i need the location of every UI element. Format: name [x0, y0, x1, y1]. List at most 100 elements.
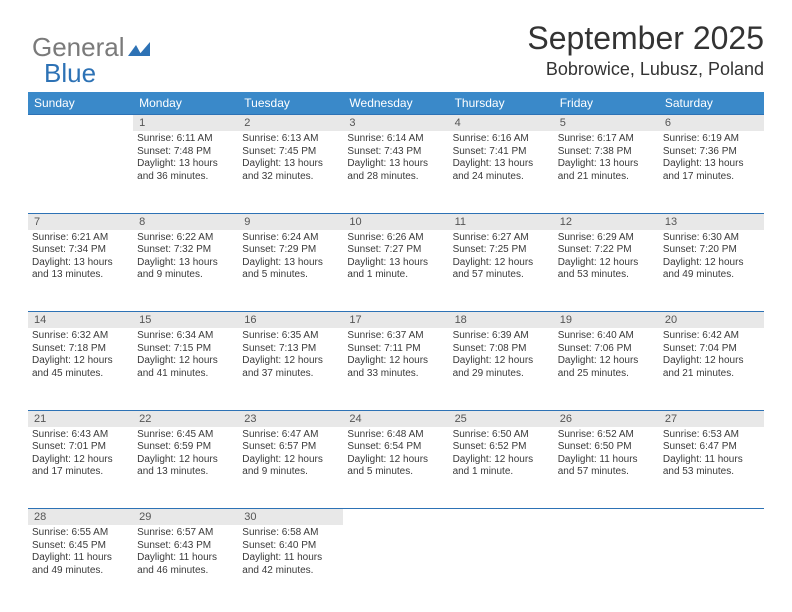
day-detail-cell: Sunrise: 6:43 AMSunset: 7:01 PMDaylight:…: [28, 427, 133, 509]
daylight-text: Daylight: 12 hours and 33 minutes.: [347, 355, 444, 380]
sunset-text: Sunset: 6:59 PM: [137, 441, 234, 454]
day-number-cell: 1: [133, 115, 238, 132]
day-number-cell: 12: [554, 213, 659, 230]
day-number-cell: 9: [238, 213, 343, 230]
day-detail-cell: Sunrise: 6:13 AMSunset: 7:45 PMDaylight:…: [238, 131, 343, 213]
sunset-text: Sunset: 6:43 PM: [137, 540, 234, 553]
daylight-text: Daylight: 13 hours and 28 minutes.: [347, 158, 444, 183]
weekday-header: Sunday: [28, 92, 133, 115]
day-number-row: 21222324252627: [28, 410, 764, 427]
day-number-row: 123456: [28, 115, 764, 132]
sunrise-text: Sunrise: 6:29 AM: [558, 232, 655, 245]
sunrise-text: Sunrise: 6:11 AM: [137, 133, 234, 146]
sunset-text: Sunset: 6:47 PM: [663, 441, 760, 454]
sunset-text: Sunset: 7:08 PM: [453, 343, 550, 356]
day-detail-cell: Sunrise: 6:35 AMSunset: 7:13 PMDaylight:…: [238, 328, 343, 410]
sunrise-text: Sunrise: 6:43 AM: [32, 429, 129, 442]
daylight-text: Daylight: 13 hours and 13 minutes.: [32, 257, 129, 282]
sunset-text: Sunset: 6:45 PM: [32, 540, 129, 553]
daylight-text: Daylight: 11 hours and 57 minutes.: [558, 454, 655, 479]
daylight-text: Daylight: 12 hours and 21 minutes.: [663, 355, 760, 380]
day-detail-cell: Sunrise: 6:39 AMSunset: 7:08 PMDaylight:…: [449, 328, 554, 410]
day-detail-cell: [343, 525, 448, 607]
day-number-cell: 23: [238, 410, 343, 427]
sunrise-text: Sunrise: 6:40 AM: [558, 330, 655, 343]
day-number-cell: [659, 509, 764, 526]
day-number-cell: 10: [343, 213, 448, 230]
day-detail-cell: Sunrise: 6:48 AMSunset: 6:54 PMDaylight:…: [343, 427, 448, 509]
sunset-text: Sunset: 6:57 PM: [242, 441, 339, 454]
weekday-header: Tuesday: [238, 92, 343, 115]
day-detail-cell: [659, 525, 764, 607]
sunrise-text: Sunrise: 6:39 AM: [453, 330, 550, 343]
sunrise-text: Sunrise: 6:14 AM: [347, 133, 444, 146]
daylight-text: Daylight: 11 hours and 53 minutes.: [663, 454, 760, 479]
day-number-cell: 4: [449, 115, 554, 132]
sunset-text: Sunset: 7:04 PM: [663, 343, 760, 356]
sunset-text: Sunset: 7:25 PM: [453, 244, 550, 257]
day-detail-row: Sunrise: 6:21 AMSunset: 7:34 PMDaylight:…: [28, 230, 764, 312]
day-detail-cell: Sunrise: 6:58 AMSunset: 6:40 PMDaylight:…: [238, 525, 343, 607]
day-number-cell: 11: [449, 213, 554, 230]
day-number-cell: 13: [659, 213, 764, 230]
sunrise-text: Sunrise: 6:26 AM: [347, 232, 444, 245]
daylight-text: Daylight: 12 hours and 13 minutes.: [137, 454, 234, 479]
daylight-text: Daylight: 11 hours and 46 minutes.: [137, 552, 234, 577]
day-detail-cell: Sunrise: 6:30 AMSunset: 7:20 PMDaylight:…: [659, 230, 764, 312]
sunset-text: Sunset: 7:38 PM: [558, 146, 655, 159]
sunrise-text: Sunrise: 6:48 AM: [347, 429, 444, 442]
day-detail-cell: Sunrise: 6:11 AMSunset: 7:48 PMDaylight:…: [133, 131, 238, 213]
day-number-cell: [449, 509, 554, 526]
day-detail-cell: Sunrise: 6:47 AMSunset: 6:57 PMDaylight:…: [238, 427, 343, 509]
sunrise-text: Sunrise: 6:42 AM: [663, 330, 760, 343]
day-number-cell: 29: [133, 509, 238, 526]
sunrise-text: Sunrise: 6:53 AM: [663, 429, 760, 442]
sunset-text: Sunset: 7:01 PM: [32, 441, 129, 454]
day-number-cell: [343, 509, 448, 526]
day-number-cell: 5: [554, 115, 659, 132]
day-number-cell: 2: [238, 115, 343, 132]
sunset-text: Sunset: 7:43 PM: [347, 146, 444, 159]
day-detail-row: Sunrise: 6:55 AMSunset: 6:45 PM Daylight:…: [28, 525, 764, 607]
day-number-row: 282930: [28, 509, 764, 526]
sunrise-text: Sunrise: 6:57 AM: [137, 527, 234, 540]
weekday-header: Monday: [133, 92, 238, 115]
day-number-cell: 20: [659, 312, 764, 329]
sunset-text: Sunset: 7:34 PM: [32, 244, 129, 257]
sunrise-text: Sunrise: 6:45 AM: [137, 429, 234, 442]
day-detail-row: Sunrise: 6:11 AMSunset: 7:48 PMDaylight:…: [28, 131, 764, 213]
day-detail-row: Sunrise: 6:32 AMSunset: 7:18 PMDaylight:…: [28, 328, 764, 410]
sunrise-text: Sunrise: 6:47 AM: [242, 429, 339, 442]
daylight-text: Daylight: 12 hours and 49 minutes.: [663, 257, 760, 282]
sunrise-text: Sunrise: 6:32 AM: [32, 330, 129, 343]
sunset-text: Sunset: 7:22 PM: [558, 244, 655, 257]
sunrise-text: Sunrise: 6:35 AM: [242, 330, 339, 343]
day-detail-cell: Sunrise: 6:32 AMSunset: 7:18 PMDaylight:…: [28, 328, 133, 410]
day-detail-cell: Sunrise: 6:27 AMSunset: 7:25 PMDaylight:…: [449, 230, 554, 312]
day-detail-cell: [554, 525, 659, 607]
day-detail-cell: Sunrise: 6:21 AMSunset: 7:34 PMDaylight:…: [28, 230, 133, 312]
day-number-cell: 19: [554, 312, 659, 329]
daylight-text: Daylight: 12 hours and 41 minutes.: [137, 355, 234, 380]
sunset-text: Sunset: 7:29 PM: [242, 244, 339, 257]
sunrise-text: Sunrise: 6:55 AM: [32, 527, 129, 540]
sunrise-text: Sunrise: 6:34 AM: [137, 330, 234, 343]
sunrise-text: Sunrise: 6:19 AM: [663, 133, 760, 146]
daylight-text: Daylight: 13 hours and 32 minutes.: [242, 158, 339, 183]
sunrise-text: Sunrise: 6:37 AM: [347, 330, 444, 343]
day-number-cell: 18: [449, 312, 554, 329]
sunset-text: Sunset: 6:40 PM: [242, 540, 339, 553]
daylight-text: Daylight: 12 hours and 25 minutes.: [558, 355, 655, 380]
day-number-cell: 30: [238, 509, 343, 526]
sunset-text: Sunset: 7:27 PM: [347, 244, 444, 257]
day-detail-cell: Sunrise: 6:50 AMSunset: 6:52 PMDaylight:…: [449, 427, 554, 509]
daylight-text: Daylight: 12 hours and 5 minutes.: [347, 454, 444, 479]
sunrise-text: Sunrise: 6:16 AM: [453, 133, 550, 146]
day-number-cell: 25: [449, 410, 554, 427]
sunrise-text: Sunrise: 6:21 AM: [32, 232, 129, 245]
daylight-text: Daylight: 12 hours and 57 minutes.: [453, 257, 550, 282]
day-detail-cell: Sunrise: 6:16 AMSunset: 7:41 PMDaylight:…: [449, 131, 554, 213]
sunrise-text: Sunrise: 6:27 AM: [453, 232, 550, 245]
weekday-header: Saturday: [659, 92, 764, 115]
day-number-cell: 22: [133, 410, 238, 427]
